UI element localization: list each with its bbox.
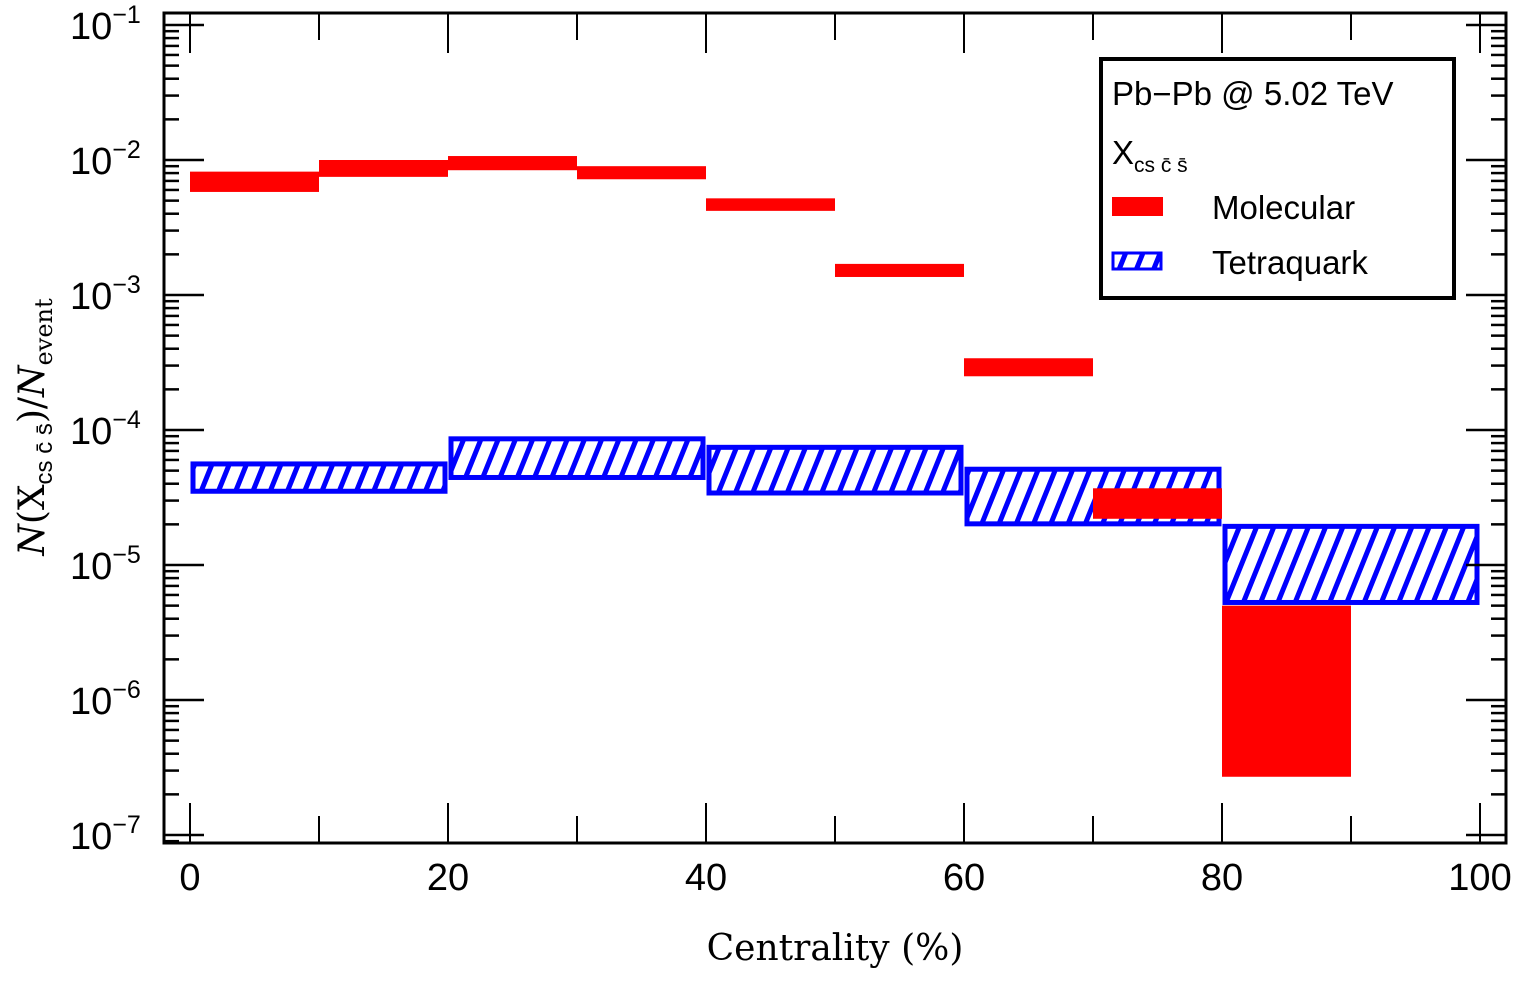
molecular-bar-70-80 — [1093, 488, 1222, 519]
y-tick-exponent: −2 — [112, 136, 141, 164]
svg-text:N(Xcs c̄ s̄)/Nevent: N(Xcs c̄ s̄)/Nevent — [12, 298, 58, 557]
y-tick-exponent: −7 — [112, 811, 141, 839]
molecular-bar-40-50 — [706, 198, 835, 211]
y-tick-label: 10−7 — [70, 811, 141, 858]
ticks-layer — [164, 13, 1506, 843]
molecular-bar-30-40 — [577, 166, 706, 180]
legend-header: Pb−Pb @ 5.02 TeV — [1112, 75, 1394, 112]
x-tick-label: 40 — [685, 857, 727, 899]
legend-swatch-tetraquark — [1111, 251, 1163, 271]
y-tick-base: 10 — [70, 546, 112, 588]
x-tick-label: 0 — [179, 857, 200, 899]
legend-particle-sub: cs c̄ s̄ — [1134, 154, 1188, 177]
y-tick-exponent: −1 — [112, 1, 141, 29]
y-axis-title: N(Xcs c̄ s̄)/Nevent — [12, 298, 58, 557]
y-title-open: (X — [12, 484, 53, 524]
x-tick-label: 20 — [427, 857, 469, 899]
y-tick-exponent: −5 — [112, 541, 141, 569]
x-tick-label: 60 — [943, 857, 985, 899]
legend-particle: Xcs c̄ s̄ — [1112, 134, 1188, 177]
bars-layer — [190, 156, 1480, 777]
x-tick-label: 80 — [1201, 857, 1243, 899]
y-tick-base: 10 — [70, 816, 112, 858]
y-title-sub: cs c̄ s̄ — [31, 423, 58, 484]
y-title-n2: N — [12, 364, 53, 398]
legend-swatch-molecular — [1112, 197, 1163, 216]
y-tick-base: 10 — [70, 276, 112, 318]
legend-particle-name: X — [1112, 134, 1134, 171]
y-tick-label: 10−2 — [70, 136, 141, 183]
y-tick-base: 10 — [70, 141, 112, 183]
legend-label-molecular: Molecular — [1212, 189, 1355, 226]
legend-label-tetraquark: Tetraquark — [1212, 244, 1368, 281]
tetraquark-bar-80-100 — [1222, 523, 1480, 605]
y-tick-exponent: −3 — [112, 271, 141, 299]
y-title-close: )/ — [12, 396, 53, 423]
x-axis-title: Centrality (%) — [707, 928, 964, 969]
y-title-sub2: event — [30, 298, 58, 365]
y-tick-label: 10−6 — [70, 676, 141, 723]
molecular-bar-10-20 — [319, 160, 448, 177]
x-tick-label: 100 — [1448, 857, 1511, 899]
tetraquark-bar-20-40 — [448, 436, 706, 480]
y-tick-exponent: −4 — [112, 406, 141, 434]
molecular-bar-20-30 — [448, 156, 577, 171]
molecular-bar-80-90 — [1222, 605, 1351, 777]
molecular-bar-50-60 — [835, 263, 964, 277]
y-tick-base: 10 — [70, 411, 112, 453]
tetraquark-bar-40-60 — [706, 444, 964, 496]
tetraquark-bar-0-20 — [190, 461, 448, 494]
y-tick-base: 10 — [70, 6, 112, 48]
y-title-n: N — [12, 523, 53, 557]
y-tick-labels: 10−110−210−310−410−510−610−7 — [70, 1, 141, 858]
molecular-bar-60-70 — [964, 358, 1093, 377]
y-tick-exponent: −6 — [112, 676, 141, 704]
legend: Pb−Pb @ 5.02 TeV Xcs c̄ s̄ Molecular Tet… — [1099, 57, 1456, 300]
y-tick-base: 10 — [70, 681, 112, 723]
y-tick-label: 10−1 — [70, 1, 141, 48]
y-tick-label: 10−3 — [70, 271, 141, 318]
x-tick-labels: 0 20 40 60 80 100 — [179, 857, 1511, 899]
molecular-bar-0-10 — [190, 171, 319, 192]
y-tick-label: 10−4 — [70, 406, 141, 453]
y-tick-label: 10−5 — [70, 541, 141, 588]
